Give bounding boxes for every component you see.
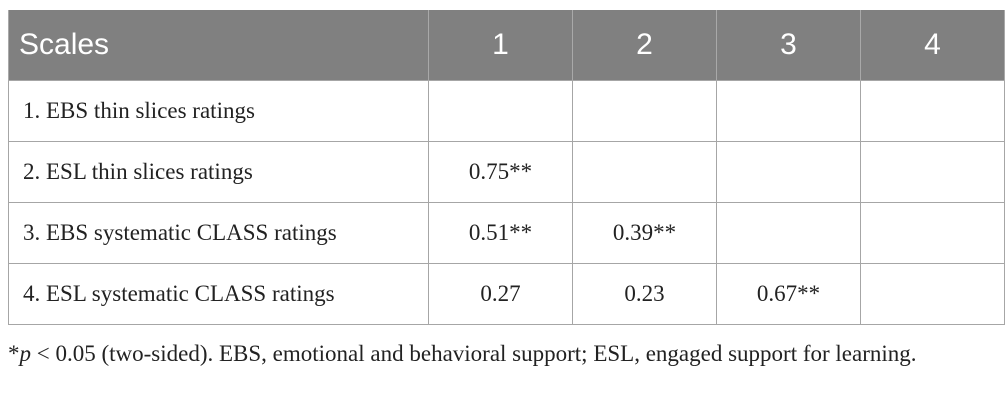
table-cell (860, 202, 1005, 264)
table-cell (716, 80, 861, 142)
footnote-text: < 0.05 (two-sided). EBS, emotional and b… (31, 341, 917, 366)
table-cell (428, 80, 573, 142)
table-cell (572, 141, 717, 203)
table-cell: 0.27 (428, 263, 573, 325)
table-cell: 0.67** (716, 263, 861, 325)
correlation-table: Scales 1 2 3 4 1. EBS thin slices rating… (8, 10, 1005, 325)
table-row: 2. ESL thin slices ratings 0.75** (8, 141, 1005, 203)
table-row: 4. ESL systematic CLASS ratings 0.27 0.2… (8, 263, 1005, 325)
table-cell: 0.75** (428, 141, 573, 203)
correlation-table-container: Scales 1 2 3 4 1. EBS thin slices rating… (8, 10, 1005, 325)
table-cell (716, 202, 861, 264)
table-cell (860, 263, 1005, 325)
row-label: 3. EBS systematic CLASS ratings (8, 202, 429, 264)
table-footnote: *p < 0.05 (two-sided). EBS, emotional an… (8, 338, 998, 369)
table-cell: 0.51** (428, 202, 573, 264)
table-cell (860, 80, 1005, 142)
table-header-row: Scales 1 2 3 4 (8, 10, 1005, 81)
header-col-1: 1 (428, 10, 573, 81)
row-label: 1. EBS thin slices ratings (8, 80, 429, 142)
footnote-star: * (8, 341, 20, 366)
row-label: 2. ESL thin slices ratings (8, 141, 429, 203)
footnote-p: p (19, 341, 32, 366)
table-cell: 0.39** (572, 202, 717, 264)
row-label: 4. ESL systematic CLASS ratings (8, 263, 429, 325)
table-cell: 0.23 (572, 263, 717, 325)
table-row: 1. EBS thin slices ratings (8, 80, 1005, 142)
table-row: 3. EBS systematic CLASS ratings 0.51** 0… (8, 202, 1005, 264)
table-cell (860, 141, 1005, 203)
header-scales: Scales (8, 10, 429, 81)
header-col-3: 3 (716, 10, 861, 81)
header-col-4: 4 (860, 10, 1005, 81)
table-cell (716, 141, 861, 203)
header-col-2: 2 (572, 10, 717, 81)
table-cell (572, 80, 717, 142)
